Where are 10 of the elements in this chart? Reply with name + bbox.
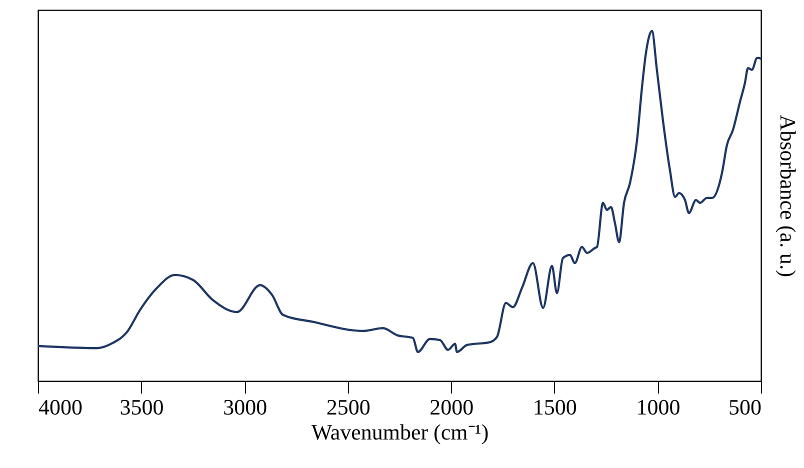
x-tick-label: 1500 [532,394,577,420]
x-axis-title: Wavenumber (cm⁻¹) [311,420,489,444]
y-axis-title: Absorbance (a. u.) [776,114,800,278]
x-tick-label: 2500 [326,394,370,420]
x-tick-label: 4000 [38,394,82,420]
x-tick-label: 3500 [120,394,164,420]
x-tick-label: 3000 [223,394,268,420]
x-tick-label: 2000 [430,394,474,420]
x-tick-label: 500 [728,394,762,420]
x-tick-label: 1000 [636,394,680,420]
